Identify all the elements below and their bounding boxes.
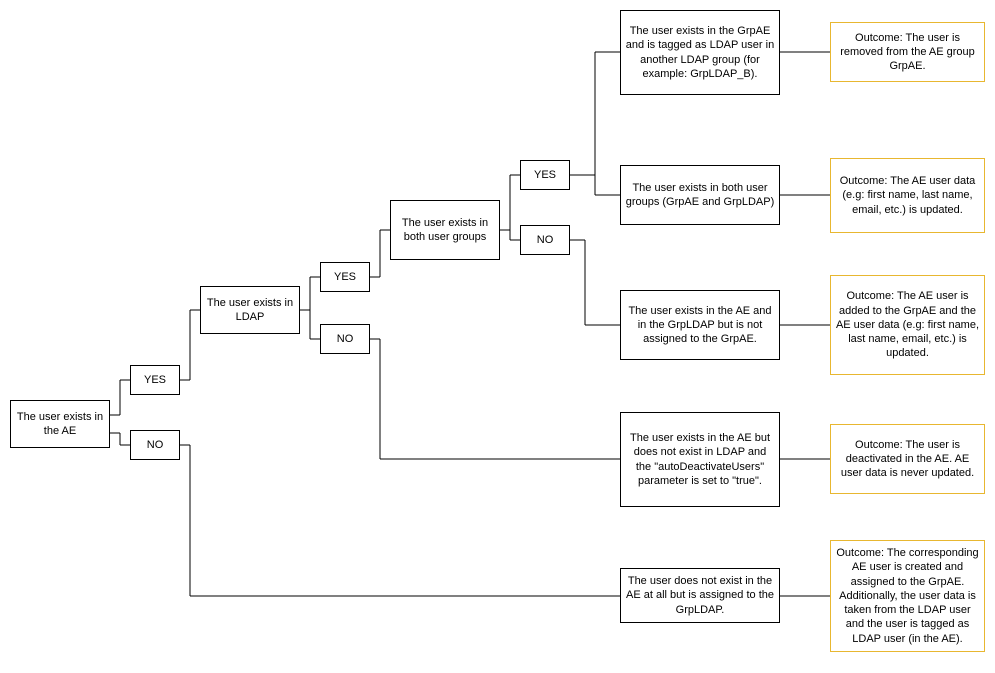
node-label: The user exists in the AE but does not e… xyxy=(625,431,775,488)
node-label: The user exists in the AE xyxy=(15,410,105,439)
node-state-ldap-not-grpaE: The user exists in the AE and in the Grp… xyxy=(620,290,780,360)
node-label: The user exists in both user groups xyxy=(395,216,495,245)
outcome-label: Outcome: The AE user is added to the Grp… xyxy=(835,289,980,360)
node-state-autodeactivate: The user exists in the AE but does not e… xyxy=(620,412,780,507)
node-label: The user exists in both user groups (Grp… xyxy=(625,181,775,210)
node-label: NO xyxy=(537,233,554,247)
node-label: The user exists in the AE and in the Grp… xyxy=(625,304,775,347)
node-yes-2: YES xyxy=(320,262,370,292)
node-no-2: NO xyxy=(320,324,370,354)
node-both-user-groups: The user exists in both user groups xyxy=(390,200,500,260)
node-label: YES xyxy=(334,270,356,284)
node-label: YES xyxy=(534,168,556,182)
outcome-label: Outcome: The AE user data (e.g: first na… xyxy=(835,174,980,217)
outcome-label: Outcome: The user is deactivated in the … xyxy=(835,438,980,481)
node-yes-1: YES xyxy=(130,365,180,395)
outcome-deactivated: Outcome: The user is deactivated in the … xyxy=(830,424,985,494)
outcome-added-grpaE: Outcome: The AE user is added to the Grp… xyxy=(830,275,985,375)
node-label: The user exists in LDAP xyxy=(205,296,295,325)
node-yes-3: YES xyxy=(520,160,570,190)
node-label: The user exists in the GrpAE and is tagg… xyxy=(625,24,775,81)
outcome-data-updated: Outcome: The AE user data (e.g: first na… xyxy=(830,158,985,233)
node-label: YES xyxy=(144,373,166,387)
outcome-label: Outcome: The corresponding AE user is cr… xyxy=(835,546,980,646)
node-user-exists-ae: The user exists in the AE xyxy=(10,400,110,448)
node-state-both-groups: The user exists in both user groups (Grp… xyxy=(620,165,780,225)
node-no-3: NO xyxy=(520,225,570,255)
node-no-1: NO xyxy=(130,430,180,460)
node-label: NO xyxy=(147,438,164,452)
node-label: The user does not exist in the AE at all… xyxy=(625,574,775,617)
node-state-tagged-other-group: The user exists in the GrpAE and is tagg… xyxy=(620,10,780,95)
outcome-removed-grpaE: Outcome: The user is removed from the AE… xyxy=(830,22,985,82)
node-state-not-in-ae: The user does not exist in the AE at all… xyxy=(620,568,780,623)
node-label: NO xyxy=(337,332,354,346)
outcome-created-assigned: Outcome: The corresponding AE user is cr… xyxy=(830,540,985,652)
outcome-label: Outcome: The user is removed from the AE… xyxy=(835,31,980,74)
flowchart-canvas: The user exists in the AE YES NO The use… xyxy=(0,0,995,673)
node-user-exists-ldap: The user exists in LDAP xyxy=(200,286,300,334)
